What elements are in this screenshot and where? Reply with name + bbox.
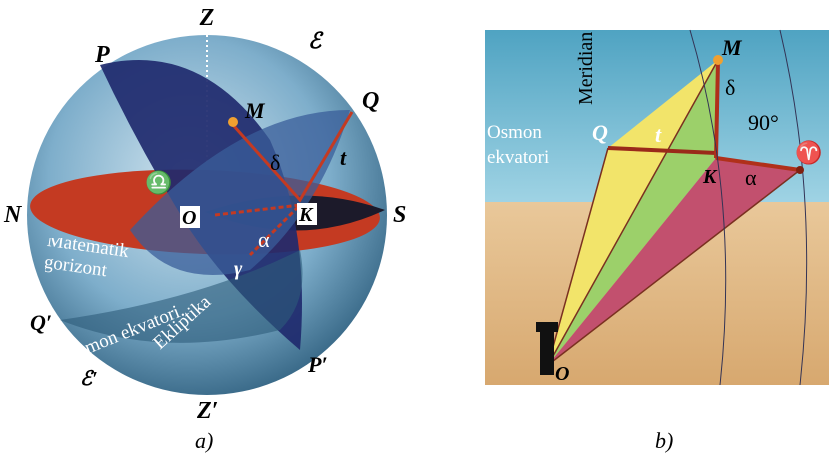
label: Q′ xyxy=(30,310,52,335)
label-box: Matematik gorizont xyxy=(45,238,131,282)
label: Matematik gorizont xyxy=(45,238,131,282)
label: Meridian xyxy=(575,32,597,105)
label: O xyxy=(555,363,569,385)
label: S xyxy=(393,202,406,228)
label: t xyxy=(340,145,347,170)
label: ♈ xyxy=(795,140,822,165)
label: M xyxy=(721,35,743,60)
label: N xyxy=(3,202,23,228)
label: Z xyxy=(199,5,215,31)
observer-scene xyxy=(485,29,829,386)
label: Z′ xyxy=(196,398,218,424)
caption: b) xyxy=(655,428,673,453)
label: Q xyxy=(362,88,379,114)
label: P′ xyxy=(307,352,328,377)
label: δ xyxy=(725,75,735,100)
label: ℰ′ xyxy=(80,368,98,390)
label: δ xyxy=(270,150,280,175)
label: M xyxy=(244,98,266,123)
label: γ xyxy=(234,258,243,280)
label: 90° xyxy=(748,110,779,135)
celestial-sphere xyxy=(27,30,387,395)
label: O xyxy=(182,207,196,229)
label: K xyxy=(298,204,314,226)
label: Q xyxy=(592,120,608,145)
label: ♎ xyxy=(145,170,172,195)
caption: a) xyxy=(195,428,213,453)
label: α xyxy=(258,227,270,252)
label: α xyxy=(745,165,757,190)
label: K xyxy=(702,166,718,188)
label-box: Osmon ekvatori xyxy=(487,122,550,168)
label: Osmon ekvatori xyxy=(487,122,550,168)
label: t xyxy=(655,122,662,147)
label: ℰ xyxy=(308,28,324,53)
label: P xyxy=(94,42,110,68)
